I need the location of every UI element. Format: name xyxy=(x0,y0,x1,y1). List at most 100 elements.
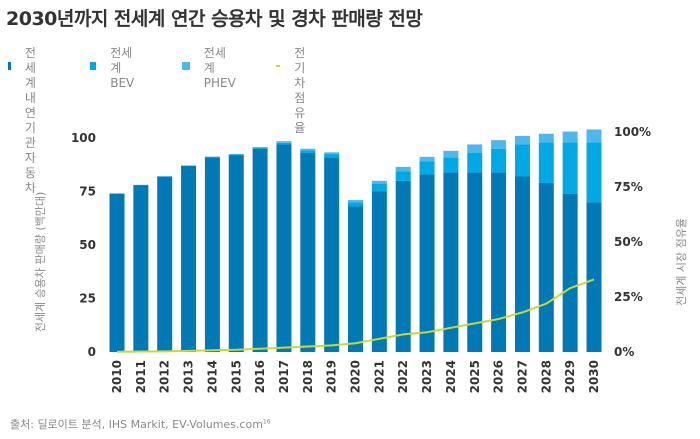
x-tick-label: 2023 xyxy=(420,360,434,393)
bar-bev-2028 xyxy=(538,142,554,183)
legend-label: 전세계 내연기관 자동차 xyxy=(24,46,36,195)
bar-phev-2023 xyxy=(419,156,435,162)
x-tick-label: 2029 xyxy=(563,360,577,393)
bar-ice-2026 xyxy=(491,172,507,352)
bar-ice-2012 xyxy=(157,176,173,352)
legend-label: 전기차 점유율 xyxy=(294,46,306,135)
bar-bev-2012 xyxy=(157,176,173,177)
x-tick-label: 2010 xyxy=(110,360,124,393)
bar-ice-2010 xyxy=(109,193,125,352)
chart-title: 2030년까지 전세계 연간 승용차 및 경차 판매량 전망 xyxy=(6,8,423,30)
x-tick-label: 2014 xyxy=(205,360,219,393)
bar-phev-2025 xyxy=(467,144,483,153)
y2-tick-label: 0% xyxy=(614,345,634,359)
source-text: 출처: 딜로이트 분석, IHS Markit, EV-Volumes.com xyxy=(10,418,263,431)
legend-item-bev: 전세계 BEV xyxy=(90,46,136,91)
legend-swatch-ev-share xyxy=(276,65,281,67)
bar-phev-2020 xyxy=(348,200,363,203)
legend-item-phev: 전세계 PHEV xyxy=(182,46,236,91)
bar-ice-2020 xyxy=(348,206,363,352)
bar-bev-2020 xyxy=(348,202,363,207)
bar-ice-2014 xyxy=(204,157,220,352)
bar-bev-2022 xyxy=(395,171,411,181)
bar-ice-2022 xyxy=(395,180,411,352)
x-tick-label: 2019 xyxy=(325,360,339,393)
bar-bev-2023 xyxy=(419,161,435,175)
y-tick-label: 100 xyxy=(71,131,96,145)
bar-ice-2025 xyxy=(467,172,483,352)
bar-phev-2019 xyxy=(324,152,340,155)
bar-bev-2025 xyxy=(467,152,483,173)
bar-ice-2021 xyxy=(371,191,387,352)
bar-ice-2029 xyxy=(562,193,578,352)
bar-ice-2024 xyxy=(443,172,459,352)
bar-phev-2029 xyxy=(562,131,578,143)
y-tick-label: 50 xyxy=(79,238,96,252)
bar-phev-2016 xyxy=(252,146,268,148)
y-tick-label: 0 xyxy=(88,345,96,359)
legend-label: 전세계 BEV xyxy=(110,46,135,90)
bar-phev-2026 xyxy=(491,140,507,149)
y-tick-label: 25 xyxy=(79,292,96,306)
bar-ice-2013 xyxy=(181,165,197,352)
bar-ice-2019 xyxy=(324,157,340,352)
x-tick-label: 2016 xyxy=(253,360,267,393)
bar-ice-2027 xyxy=(514,176,530,352)
bar-bev-2026 xyxy=(491,148,507,173)
bar-bev-2030 xyxy=(586,142,602,203)
y2-tick-label: 75% xyxy=(614,180,643,194)
bar-ice-2011 xyxy=(133,185,149,352)
x-tick-label: 2028 xyxy=(539,360,553,393)
bar-phev-2030 xyxy=(586,129,602,143)
bar-bev-2019 xyxy=(324,154,340,158)
y2-tick-label: 100% xyxy=(614,125,651,139)
x-tick-label: 2020 xyxy=(349,360,363,393)
bar-ice-2023 xyxy=(419,174,435,352)
bar-bev-2017 xyxy=(276,142,292,145)
bar-ice-2015 xyxy=(228,155,244,352)
x-tick-label: 2021 xyxy=(372,360,386,393)
bar-bev-2015 xyxy=(228,154,244,156)
y2-tick-label: 50% xyxy=(614,235,643,249)
bar-ice-2017 xyxy=(276,144,292,352)
x-tick-label: 2017 xyxy=(277,360,291,393)
bar-bev-2011 xyxy=(133,184,149,186)
legend-swatch-ice xyxy=(8,62,11,70)
x-tick-label: 2022 xyxy=(396,360,410,393)
bar-bev-2027 xyxy=(514,144,530,177)
bar-bev-2016 xyxy=(252,147,268,149)
x-tick-label: 2018 xyxy=(301,360,315,393)
x-tick-label: 2025 xyxy=(468,360,482,393)
bar-bev-2021 xyxy=(371,184,387,192)
bar-bev-2029 xyxy=(562,142,578,194)
bar-ice-2028 xyxy=(538,182,554,352)
x-tick-label: 2024 xyxy=(444,360,458,393)
legend-swatch-bev xyxy=(90,62,97,70)
bar-phev-2021 xyxy=(371,180,387,185)
source-superscript: 16 xyxy=(262,418,271,426)
x-tick-label: 2015 xyxy=(229,360,243,393)
y2-axis-label: 전세계 시장 점유율 xyxy=(675,218,688,306)
source-note: 출처: 딜로이트 분석, IHS Markit, EV-Volumes.com1… xyxy=(10,416,271,432)
bar-phev-2017 xyxy=(276,141,292,143)
bar-bev-2010 xyxy=(109,193,125,194)
bar-bev-2018 xyxy=(300,150,316,153)
bar-bev-2013 xyxy=(181,165,197,167)
bar-phev-2018 xyxy=(300,148,316,151)
x-tick-label: 2012 xyxy=(158,360,172,393)
bar-phev-2024 xyxy=(443,150,459,158)
x-tick-label: 2011 xyxy=(134,360,148,393)
y2-tick-label: 25% xyxy=(614,290,643,304)
x-tick-label: 2026 xyxy=(492,360,506,393)
bar-phev-2015 xyxy=(228,154,244,155)
legend-item-ev-share: 전기차 점유율 xyxy=(276,46,310,136)
bar-bev-2024 xyxy=(443,157,459,173)
x-tick-label: 2030 xyxy=(587,360,601,393)
bar-ice-2016 xyxy=(252,148,268,352)
bar-phev-2014 xyxy=(204,156,220,158)
bar-phev-2027 xyxy=(514,135,530,145)
legend-label: 전세계 PHEV xyxy=(203,46,236,90)
y-axis-label: 전세계 승용차 판매량 (백만대) xyxy=(34,192,47,333)
legend-swatch-phev xyxy=(182,62,190,70)
